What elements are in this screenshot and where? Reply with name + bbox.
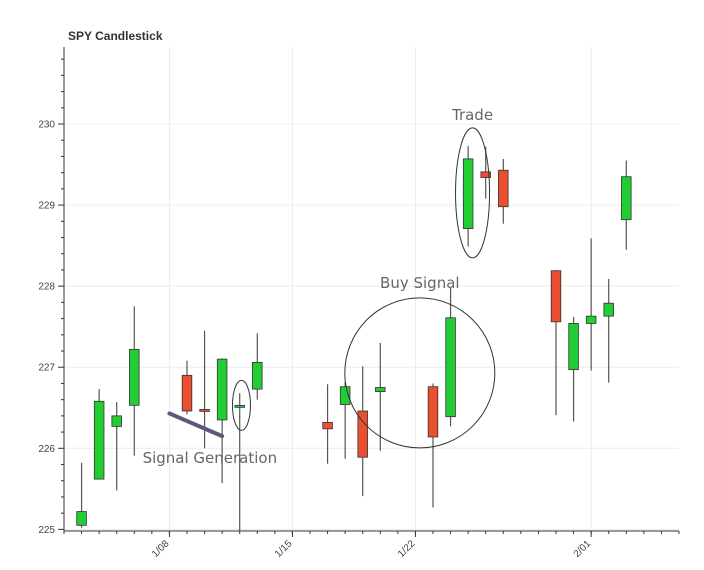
candle [498, 158, 509, 224]
candle-body [445, 317, 456, 418]
trade-label: Trade [451, 106, 493, 124]
candle [216, 358, 228, 484]
annotations: Trade Buy Signal Signal Generation [143, 106, 496, 467]
candle-body [234, 404, 245, 408]
candle [568, 316, 579, 422]
candle [585, 238, 597, 371]
candle [603, 278, 614, 383]
candle-body [111, 415, 122, 427]
candle-body [585, 315, 597, 324]
candle [252, 333, 263, 400]
candle [93, 389, 105, 480]
candle [76, 462, 87, 528]
candle [234, 393, 245, 531]
y-tick-label: 230 [38, 120, 55, 131]
trade-ellipse [455, 127, 491, 259]
candle-body [252, 361, 263, 390]
signal-generation-ellipse [231, 379, 251, 431]
x-tick-label: 1/08 [150, 538, 172, 560]
candle [427, 383, 439, 508]
candle-body [621, 176, 632, 221]
candle-body [427, 386, 439, 438]
candle-body [181, 374, 193, 412]
candle-body [603, 302, 614, 317]
candle-body [480, 171, 491, 178]
candle-body [322, 421, 333, 430]
candle-body [375, 387, 386, 392]
y-tick-label: 227 [38, 363, 55, 374]
candle [462, 145, 474, 247]
candle [550, 269, 562, 416]
candles [76, 145, 632, 531]
candle [181, 360, 193, 415]
y-tick-label: 228 [38, 282, 55, 293]
candle-body [550, 270, 562, 323]
candle-body [129, 348, 140, 406]
x-tick-label: 1/15 [273, 538, 295, 560]
candle-body [76, 511, 87, 526]
y-tick-label: 229 [38, 201, 55, 212]
candle-body [462, 158, 474, 230]
candle-body [216, 358, 228, 421]
trendline [167, 411, 225, 439]
y-tick-label: 226 [38, 444, 55, 455]
signal-generation-label: Signal Generation [143, 449, 278, 467]
y-tick-label: 225 [38, 525, 55, 536]
candle [445, 287, 456, 427]
candle [621, 160, 632, 250]
candle-body [93, 400, 105, 480]
chart-title: SPY Candlestick [68, 29, 163, 43]
candle-body [199, 408, 210, 412]
candle [129, 306, 140, 456]
candle [357, 366, 368, 497]
buy-signal-label: Buy Signal [380, 274, 460, 292]
candle-body [357, 410, 368, 458]
x-tick-label: 1/22 [396, 538, 418, 560]
grid [64, 47, 679, 531]
candle-body [339, 386, 351, 405]
candle-body [498, 169, 509, 208]
candle [111, 402, 122, 491]
candle [322, 384, 333, 464]
candle-body [568, 323, 579, 371]
candle [375, 342, 386, 451]
candle [339, 381, 351, 459]
candle [480, 146, 491, 199]
x-tick-label: 2/01 [572, 538, 594, 560]
buy-signal-circle [344, 297, 496, 449]
